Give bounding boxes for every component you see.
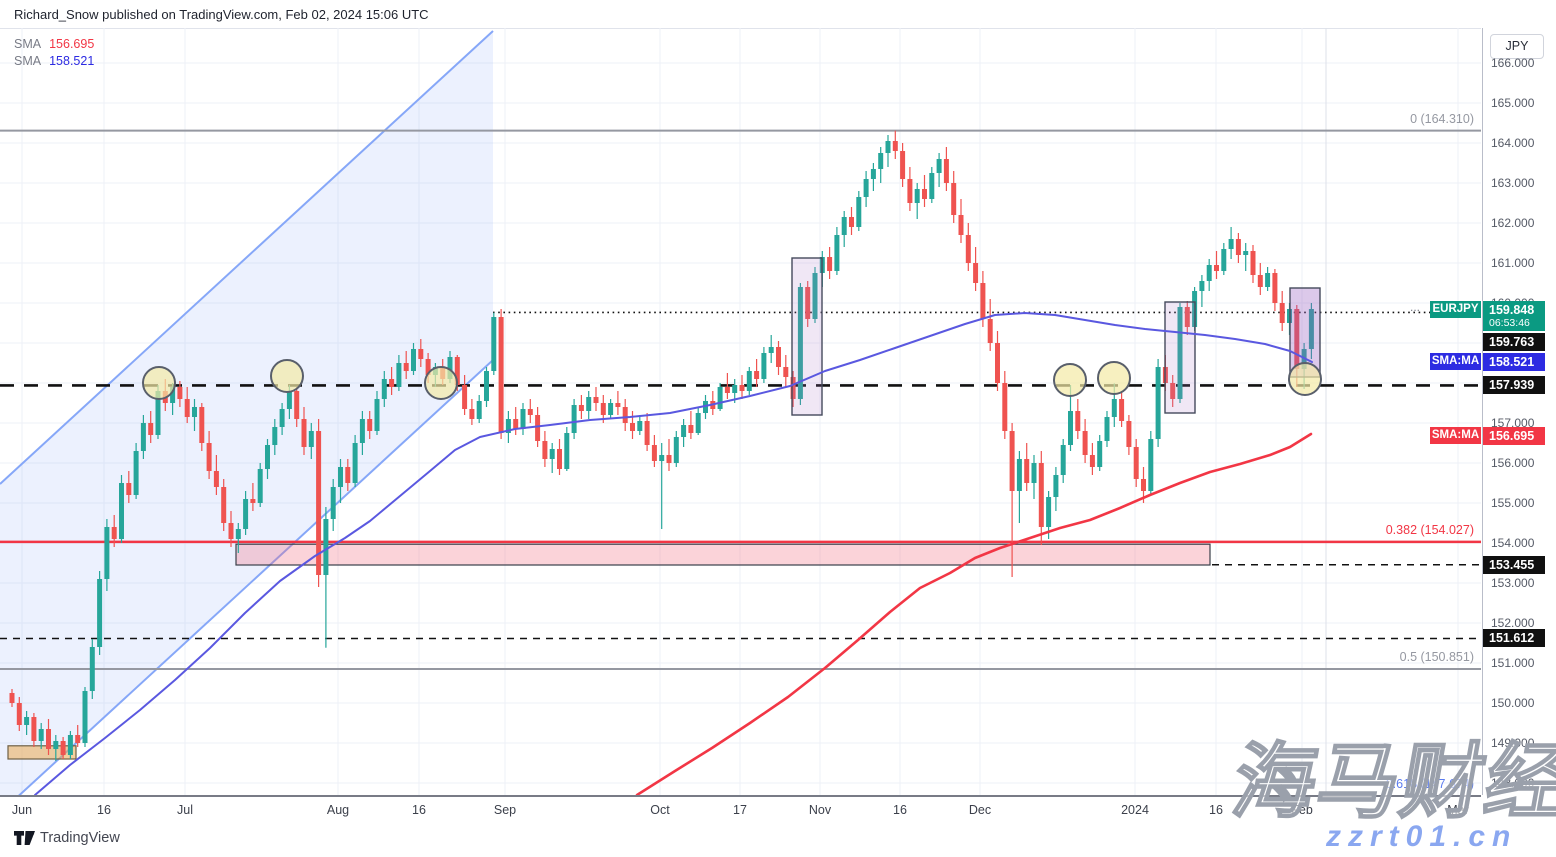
sma-fast-label[interactable]: 158.521 bbox=[1483, 353, 1545, 371]
price-tick: 163.000 bbox=[1491, 176, 1535, 190]
time-axis-label: Nov bbox=[808, 803, 832, 817]
hline-label-153455[interactable]: 153.455 bbox=[1483, 556, 1545, 574]
fib-level-label: 0 (164.310) bbox=[1410, 111, 1474, 126]
watermark-url: zzrt01.cn bbox=[1326, 820, 1518, 853]
time-axis-label: 16 bbox=[893, 803, 907, 817]
fib-level-label: 0.5 (150.851) bbox=[1399, 649, 1474, 664]
price-tick: 153.000 bbox=[1491, 576, 1535, 590]
time-axis-label: Oct bbox=[650, 803, 670, 817]
time-axis-label: Sep bbox=[493, 803, 517, 817]
indicator-legend: SMA 156.695 SMA 158.521 bbox=[14, 36, 94, 70]
price-tick: 148.000 bbox=[1491, 776, 1535, 790]
price-tick: 166.000 bbox=[1491, 56, 1535, 70]
time-axis-label: Feb bbox=[1291, 803, 1313, 817]
price-tick: 151.000 bbox=[1491, 656, 1535, 670]
price-tick: 155.000 bbox=[1491, 496, 1535, 510]
price-tick: 152.000 bbox=[1491, 616, 1535, 630]
legend-sma-row[interactable]: SMA 156.695 bbox=[14, 37, 95, 51]
time-axis-label: 2024 bbox=[1121, 803, 1149, 817]
sma-fast-label-flag[interactable]: SMA:MA bbox=[1430, 353, 1481, 370]
price-scale[interactable]: JPY 166.000 165.000 164.000 163.000 162.000 1… bbox=[1482, 28, 1556, 795]
sma-slow-label[interactable]: 156.695 bbox=[1483, 427, 1545, 445]
time-axis-label: 16 bbox=[97, 803, 111, 817]
time-axis-label: Jul bbox=[177, 803, 193, 817]
time-axis-label: 16 bbox=[1209, 803, 1223, 817]
time-axis-label: Mar bbox=[1447, 803, 1469, 817]
price-tick: 164.000 bbox=[1491, 136, 1535, 150]
publish-header: Richard_Snow published on TradingView.co… bbox=[14, 7, 429, 22]
watermark-chinese: 海马财经 bbox=[1225, 736, 1556, 829]
time-axis-label: 16 bbox=[412, 803, 426, 817]
current-price-label-flag[interactable]: EURJPY bbox=[1430, 301, 1481, 318]
price-tick: 165.000 bbox=[1491, 96, 1535, 110]
price-tick: 157.000 bbox=[1491, 416, 1535, 430]
legend-sma-row[interactable]: SMA 158.521 bbox=[14, 54, 95, 68]
supply-zone-pink bbox=[235, 543, 1211, 566]
price-tick: 149.000 bbox=[1491, 736, 1535, 750]
sma-slow-label-flag[interactable]: SMA:MA bbox=[1430, 427, 1481, 444]
hline-label-151612[interactable]: 151.612 bbox=[1483, 629, 1545, 647]
tradingview-logo-icon[interactable] bbox=[14, 831, 36, 846]
label-overflow-mark: ... bbox=[1410, 300, 1421, 314]
time-axis-label: 17 bbox=[733, 803, 747, 817]
time-axis[interactable]: Jun 16 Jul Aug 16 Sep Oct 17 Nov 16 Dec 2024 16 Feb Ma… bbox=[0, 795, 1481, 823]
bar-countdown: 06:53:46 bbox=[1489, 317, 1530, 329]
price-tick: 161.000 bbox=[1491, 256, 1535, 270]
demand-zone-tan bbox=[7, 745, 77, 760]
footer-bar: TradingView bbox=[0, 821, 1556, 857]
time-axis-label: Aug bbox=[326, 803, 350, 817]
price-tick: 156.000 bbox=[1491, 456, 1535, 470]
hline-label-159763[interactable]: 159.763 bbox=[1483, 333, 1545, 351]
price-tick: 162.000 bbox=[1491, 216, 1535, 230]
current-price-label[interactable]: 159.848 06:53:46 bbox=[1483, 301, 1545, 331]
tradingview-wordmark[interactable]: TradingView bbox=[40, 830, 120, 846]
time-axis-label: Dec bbox=[968, 803, 992, 817]
currency-toggle-button[interactable]: JPY bbox=[1490, 34, 1544, 59]
price-tick: 154.000 bbox=[1491, 536, 1535, 550]
price-tick: 150.000 bbox=[1491, 696, 1535, 710]
hline-label-157939[interactable]: 157.939 bbox=[1483, 376, 1545, 394]
fib-level-label: 0.618 (147.674) bbox=[1385, 777, 1474, 792]
time-axis-label: Jun bbox=[11, 803, 33, 817]
fib-level-label: 0.382 (154.027) bbox=[1385, 522, 1474, 537]
